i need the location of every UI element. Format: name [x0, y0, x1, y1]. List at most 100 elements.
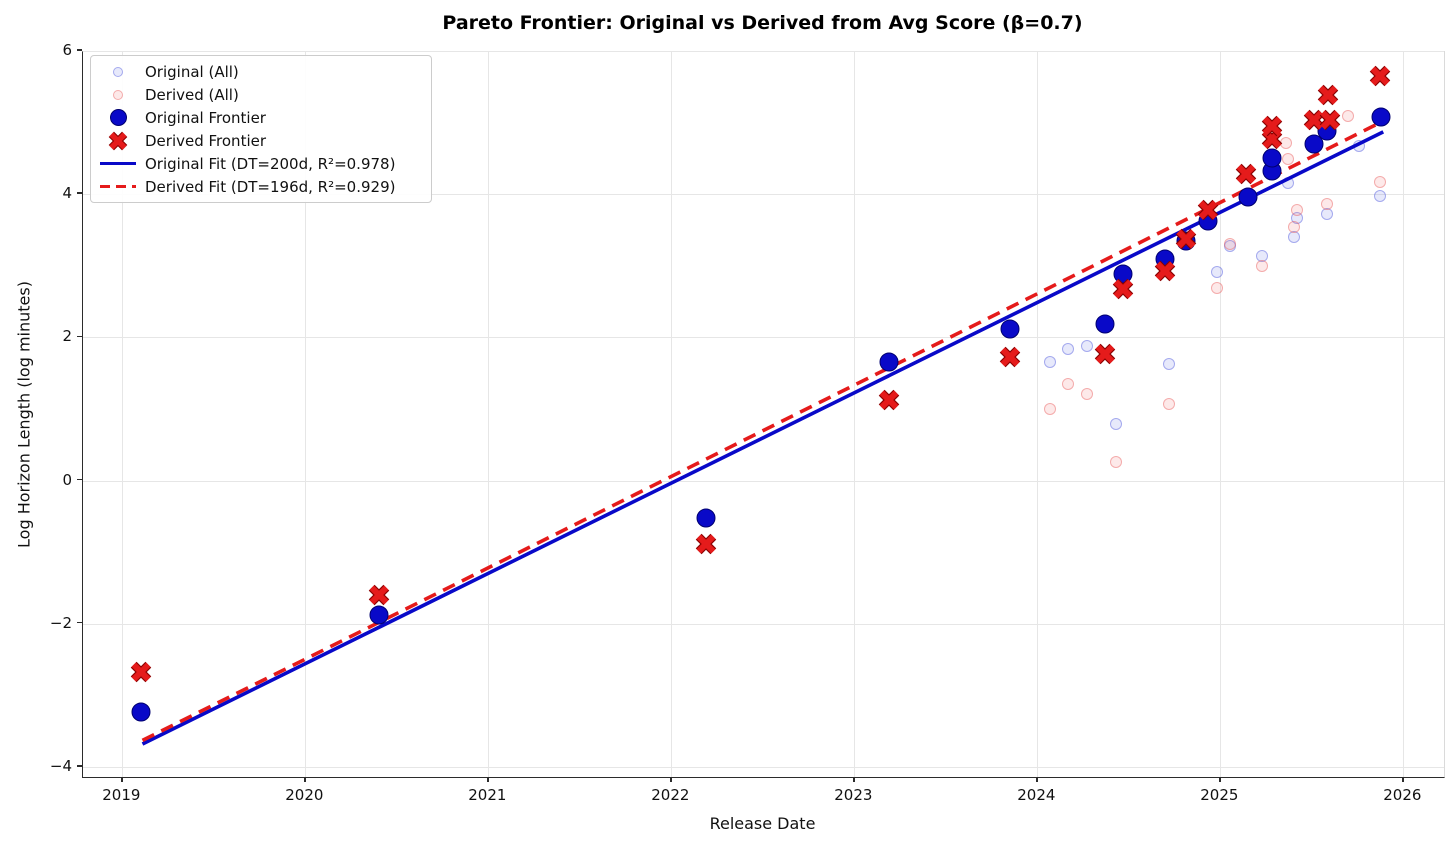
original-all-point — [1080, 339, 1093, 352]
legend-label: Original Frontier — [145, 108, 266, 127]
x-tick-mark — [1219, 777, 1221, 782]
x-tick-mark — [121, 777, 123, 782]
original-frontier-point — [1262, 148, 1282, 168]
derived-frontier-point — [695, 533, 717, 555]
derived-frontier-point — [130, 661, 152, 683]
original-frontier-point — [1000, 319, 1020, 339]
y-tick-label: −2 — [49, 613, 72, 632]
legend-label: Derived (All) — [145, 85, 239, 104]
original-all-point — [1210, 266, 1223, 279]
chart-title: Pareto Frontier: Original vs Derived fro… — [442, 12, 1083, 34]
derived-frontier-point — [1261, 115, 1283, 137]
legend-item-derived-fit-dt-196d-r-0-929: Derived Fit (DT=196d, R²=0.929) — [91, 175, 431, 198]
derived-frontier-point — [1094, 343, 1116, 365]
derived-all-point — [1163, 397, 1176, 410]
legend-item-derived-all: Derived (All) — [91, 83, 431, 106]
x-tick-mark — [670, 777, 672, 782]
gridline-vertical — [1037, 52, 1039, 777]
derived-fit-dt-196d-r-0-929-line — [141, 119, 1385, 743]
x-tick-label: 2025 — [1200, 786, 1239, 804]
derived-all-point — [1342, 110, 1355, 123]
y-tick-label: −4 — [49, 756, 72, 775]
gridline-horizontal — [83, 766, 1444, 768]
derived-frontier-point — [1235, 163, 1257, 185]
x-tick-label: 2021 — [468, 786, 507, 804]
plot-area — [82, 50, 1445, 778]
original-frontier-point — [1113, 264, 1133, 284]
derived-frontier-point — [1154, 260, 1176, 282]
derived-frontier-point — [1112, 278, 1134, 300]
gridline-vertical — [488, 52, 490, 777]
original-all-point — [1373, 189, 1386, 202]
faint-circle-icon — [113, 66, 123, 77]
x-tick-mark — [853, 777, 855, 782]
original-frontier-point — [1371, 107, 1391, 127]
y-tick-mark — [77, 192, 82, 194]
derived-frontier-point — [368, 584, 390, 606]
x-tick-mark — [487, 777, 489, 782]
filled-circle-icon — [109, 109, 127, 126]
derived-all-point — [1223, 238, 1236, 251]
x-tick-mark — [1036, 777, 1038, 782]
legend-item-derived-frontier: Derived Frontier — [91, 129, 431, 152]
legend-label: Original (All) — [145, 62, 239, 81]
y-tick-label: 0 — [62, 470, 72, 489]
gridline-horizontal — [83, 480, 1444, 482]
derived-all-point — [1373, 175, 1386, 188]
derived-all-point — [1080, 387, 1093, 400]
derived-all-point — [1287, 221, 1300, 234]
x-tick-label: 2026 — [1383, 786, 1422, 804]
x-tick-label: 2019 — [102, 786, 141, 804]
legend-label: Original Fit (DT=200d, R²=0.978) — [145, 154, 396, 173]
derived-frontier-point — [878, 389, 900, 411]
gridline-horizontal — [83, 337, 1444, 339]
gridline-vertical — [1220, 52, 1222, 777]
y-tick-mark — [77, 49, 82, 51]
derived-frontier-point — [1197, 199, 1219, 221]
gridline-vertical — [854, 52, 856, 777]
derived-frontier-point — [1369, 65, 1391, 87]
gridline-vertical — [1403, 52, 1405, 777]
y-tick-mark — [77, 622, 82, 624]
x-tick-mark — [1402, 777, 1404, 782]
original-frontier-point — [1304, 134, 1324, 154]
gridline-horizontal — [83, 623, 1444, 625]
y-tick-label: 4 — [62, 184, 72, 203]
derived-all-point — [1062, 377, 1075, 390]
gridline-horizontal — [83, 50, 1444, 52]
x-tick-label: 2022 — [651, 786, 690, 804]
derived-frontier-point — [1175, 228, 1197, 250]
derived-all-point — [1044, 402, 1057, 415]
dashed-line-icon — [100, 184, 136, 189]
derived-all-point — [1282, 153, 1295, 166]
derived-all-point — [1291, 203, 1304, 216]
x-tick-mark — [304, 777, 306, 782]
x-tick-label: 2024 — [1017, 786, 1056, 804]
x-axis-label: Release Date — [709, 814, 816, 833]
legend-label: Derived Frontier — [145, 131, 267, 150]
original-all-point — [1110, 417, 1123, 430]
gridline-horizontal — [83, 194, 1444, 196]
legend-label: Derived Fit (DT=196d, R²=0.929) — [145, 177, 396, 196]
faint-circle-icon — [113, 89, 123, 100]
gridline-vertical — [671, 52, 673, 777]
y-tick-label: 2 — [62, 327, 72, 346]
x-tick-label: 2023 — [834, 786, 873, 804]
solid-line-icon — [100, 161, 136, 166]
derived-all-point — [1256, 259, 1269, 272]
derived-all-point — [1320, 198, 1333, 211]
x-marker-icon — [108, 131, 128, 150]
original-frontier-point — [879, 352, 899, 372]
legend-item-original-fit-dt-200d-r-0-978: Original Fit (DT=200d, R²=0.978) — [91, 152, 431, 175]
gridline-vertical — [305, 52, 307, 777]
original-frontier-point — [369, 605, 389, 625]
derived-frontier-point — [1303, 109, 1325, 131]
x-tick-label: 2020 — [285, 786, 324, 804]
original-frontier-point — [1238, 187, 1258, 207]
legend-item-original-all: Original (All) — [91, 60, 431, 83]
y-tick-mark — [77, 478, 82, 481]
original-all-point — [1163, 357, 1176, 370]
derived-frontier-point — [1317, 84, 1339, 106]
derived-frontier-point — [999, 346, 1021, 368]
y-axis-label: Log Horizon Length (log minutes) — [14, 281, 34, 548]
